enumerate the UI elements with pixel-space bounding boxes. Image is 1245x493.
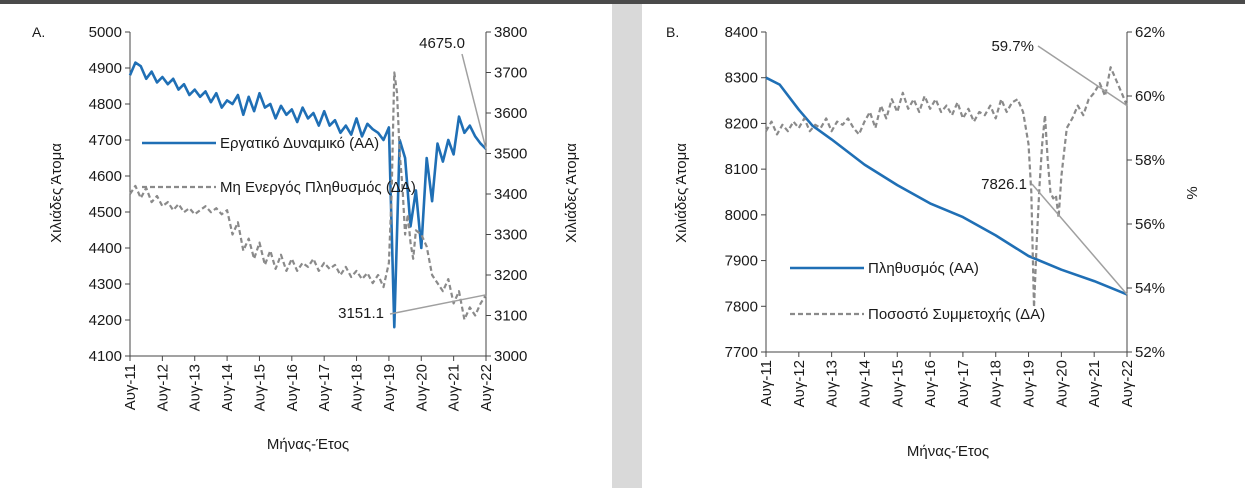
legend-label-b-1: Ποσοστό Συμμετοχής (ΔΑ) (868, 306, 1045, 323)
x-tick-label-a: Αυγ-15 (251, 364, 268, 411)
y-tick-label-right-b: 54% (1135, 280, 1165, 297)
top-rule (0, 0, 1245, 4)
panel-label-a: A. (32, 24, 45, 40)
chart-a-svg: A. Χιλιάδες Άτομα Χιλιάδες Άτομα Μήνας-Έ… (32, 24, 580, 453)
y-tick-label-left-b: 7700 (725, 344, 758, 361)
x-tick-label-a: Αυγ-11 (122, 364, 139, 410)
panel-divider (612, 4, 642, 488)
y-tick-label-left-a: 4800 (89, 96, 122, 113)
chart-panel-b: B. Χιλιάδες Άτομα % Μήνας-Έτος 7700 7800 7… (642, 4, 1245, 488)
y-tick-label-right-a: 3700 (494, 65, 527, 82)
series-line-b-1 (765, 66, 1129, 309)
x-tick-label-a: Αυγ-20 (413, 364, 430, 411)
y-tick-label-left-b: 7900 (725, 253, 758, 270)
y-tick-label-left-b: 8100 (725, 161, 758, 178)
annotation-leader-a-1 (389, 294, 487, 315)
x-tick-label-b: Αυγ-21 (1086, 360, 1103, 407)
x-tick-label-a: Αυγ-19 (381, 364, 398, 411)
y-tick-label-left-a: 4900 (89, 60, 122, 77)
y-tick-label-right-a: 3400 (494, 186, 527, 203)
x-tick-label-b: Αυγ-17 (955, 360, 972, 407)
y-tick-label-right-b: 56% (1135, 216, 1165, 233)
x-tick-label-a: Αυγ-13 (187, 364, 204, 411)
y-axis-label-right-b: % (1184, 186, 1201, 199)
x-tick-label-a: Αυγ-12 (154, 364, 171, 411)
legend-label-a-0: Εργατικό Δυναμικό (ΑΑ) (220, 135, 379, 152)
y-tick-label-left-b: 7800 (725, 298, 758, 315)
annotation-label-a-1: 3151.1 (338, 305, 384, 322)
x-tick-label-a: Αυγ-22 (478, 364, 495, 411)
y-tick-label-left-a: 4300 (89, 276, 122, 293)
y-tick-label-left-a: 4400 (89, 240, 122, 257)
x-tick-label-a: Αυγ-17 (316, 364, 333, 411)
y-tick-label-left-a: 4600 (89, 168, 122, 185)
y-tick-label-left-a: 4500 (89, 204, 122, 221)
y-tick-label-left-b: 8000 (725, 207, 758, 224)
y-tick-label-right-a: 3500 (494, 146, 527, 163)
annotation-label-a-0: 4675.0 (419, 35, 465, 52)
x-tick-label-b: Αυγ-15 (889, 360, 906, 407)
y-tick-label-left-a: 4700 (89, 132, 122, 149)
y-tick-label-right-a: 3200 (494, 267, 527, 284)
annotation-label-b-1: 7826.1 (981, 176, 1027, 193)
y-axis-label-left-a: Χιλιάδες Άτομα (48, 143, 65, 243)
y-tick-label-right-a: 3300 (494, 227, 527, 244)
y-tick-label-right-a: 3100 (494, 308, 527, 325)
series-line-a-0 (128, 61, 487, 329)
panel-label-b: B. (666, 24, 679, 40)
y-tick-label-left-b: 8300 (725, 70, 758, 87)
x-axis-label-b: Μήνας-Έτος (907, 443, 989, 460)
y-axis-label-left-b: Χιλιάδες Άτομα (673, 143, 690, 243)
x-tick-label-a: Αυγ-16 (284, 364, 301, 411)
legend-label-b-0: Πληθυσμός (ΑΑ) (868, 260, 979, 277)
chart-b-svg: B. Χιλιάδες Άτομα % Μήνας-Έτος 7700 7800 7… (666, 24, 1201, 460)
y-tick-label-left-b: 8200 (725, 115, 758, 132)
chart-panel-a: A. Χιλιάδες Άτομα Χιλιάδες Άτομα Μήνας-Έ… (0, 4, 612, 488)
x-tick-label-a: Αυγ-21 (446, 364, 463, 411)
series-line-a-1 (129, 71, 487, 321)
y-tick-label-left-a: 4200 (89, 312, 122, 329)
x-axis-label-a: Μήνας-Έτος (267, 436, 349, 453)
y-tick-label-right-a: 3000 (494, 348, 527, 365)
x-tick-label-b: Αυγ-16 (922, 360, 939, 407)
y-tick-label-right-b: 58% (1135, 152, 1165, 169)
y-tick-label-left-a: 4100 (89, 348, 122, 365)
y-tick-label-right-a: 3800 (494, 24, 527, 41)
y-tick-label-right-b: 52% (1135, 344, 1165, 361)
legend-label-a-1: Μη Ενεργός Πληθυσμός (ΔΑ) (220, 179, 416, 196)
y-tick-label-right-b: 60% (1135, 88, 1165, 105)
x-tick-label-b: Αυγ-22 (1119, 360, 1136, 407)
y-tick-label-right-a: 3600 (494, 105, 527, 122)
x-tick-label-a: Αυγ-14 (219, 364, 236, 411)
x-tick-label-b: Αυγ-20 (1053, 360, 1070, 407)
x-tick-label-b: Αυγ-14 (856, 360, 873, 407)
x-tick-label-b: Αυγ-11 (758, 360, 775, 406)
y-axis-label-right-a: Χιλιάδες Άτομα (563, 143, 580, 243)
annotation-leader-b-1 (1031, 183, 1128, 295)
y-tick-label-right-b: 62% (1135, 24, 1165, 41)
x-tick-label-b: Αυγ-18 (988, 360, 1005, 407)
y-tick-label-left-a: 5000 (89, 24, 122, 41)
series-line-b-0 (765, 76, 1128, 296)
x-tick-label-a: Αυγ-18 (349, 364, 366, 411)
annotation-leader-a-0 (461, 53, 487, 150)
y-tick-label-left-b: 8400 (725, 24, 758, 41)
annotation-leader-b-0 (1037, 45, 1128, 107)
x-tick-label-b: Αυγ-12 (791, 360, 808, 407)
x-tick-label-b: Αυγ-19 (1021, 360, 1038, 407)
x-tick-label-b: Αυγ-13 (824, 360, 841, 407)
annotation-label-b-0: 59.7% (991, 38, 1034, 55)
